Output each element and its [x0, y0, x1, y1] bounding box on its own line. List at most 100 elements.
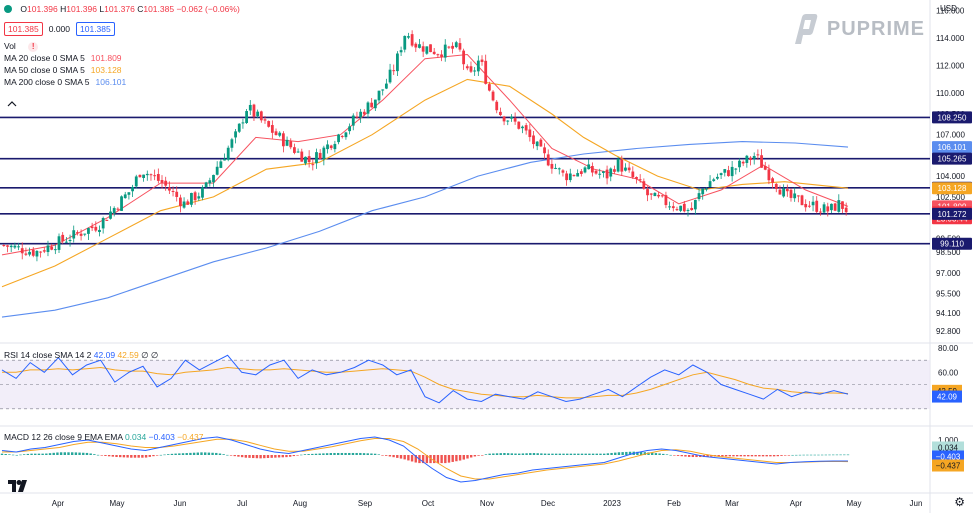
- time-tick-label: Apr: [790, 499, 803, 508]
- macd-hist-bar: [754, 455, 757, 457]
- macd-value-tag-text: 0.034: [938, 444, 959, 453]
- candle-body: [642, 181, 646, 189]
- candle-body: [311, 164, 315, 166]
- settings-gear-icon[interactable]: ⚙: [954, 495, 965, 509]
- macd-hist-bar: [56, 452, 59, 455]
- macd-hist-bar: [551, 453, 554, 455]
- price-tick-label: 98.500: [936, 248, 961, 257]
- candle-body: [605, 169, 609, 179]
- sell-button[interactable]: 101.385: [4, 22, 43, 36]
- macd-hist-bar: [584, 453, 587, 455]
- macd-hist-bar: [178, 453, 181, 455]
- time-tick-label: Apr: [52, 499, 65, 508]
- macd-hist-bar: [580, 453, 584, 455]
- ma50-legend[interactable]: MA 50 close 0 SMA 5 103.128: [4, 64, 126, 76]
- macd-hist-bar: [503, 453, 506, 455]
- macd-hist-bar: [37, 453, 41, 455]
- macd-hist-bar: [240, 455, 244, 458]
- candle-body: [833, 203, 837, 211]
- macd-hist-bar: [122, 455, 126, 458]
- candle-body: [278, 132, 282, 136]
- ma20-label: MA 20 close 0 SMA 5: [4, 53, 85, 63]
- macd-hist-bar: [351, 452, 355, 455]
- collapse-legend-icon[interactable]: [6, 100, 22, 110]
- macd-hist-bar: [144, 455, 148, 458]
- candle-body: [546, 154, 550, 166]
- candle-body: [337, 134, 340, 143]
- macd-hist-bar: [732, 455, 735, 457]
- time-tick-label: Jul: [237, 499, 247, 508]
- macd-hist-bar: [724, 455, 728, 457]
- candle-body: [421, 46, 425, 52]
- candle-body: [532, 135, 535, 145]
- macd-hist-bar: [440, 455, 443, 464]
- macd-hist-bar: [229, 455, 233, 456]
- tradingview-logo[interactable]: [8, 479, 28, 495]
- macd-hist-bar: [285, 455, 288, 458]
- macd-hist-bar: [455, 455, 458, 462]
- macd-hist-bar: [798, 454, 802, 456]
- candle-body: [425, 46, 429, 54]
- macd-hist-bar: [78, 452, 81, 455]
- candle-body: [245, 111, 249, 124]
- macd-hist-bar: [155, 455, 159, 456]
- macd-hist-bar: [263, 455, 266, 459]
- candle-body: [447, 46, 451, 48]
- macd-hist-bar: [270, 455, 273, 458]
- candle-body: [252, 104, 256, 117]
- macd-hist-bar: [421, 455, 425, 464]
- macd-hist-bar: [795, 454, 798, 456]
- macd-hist-bar: [562, 453, 565, 455]
- macd-hist-bar: [521, 453, 525, 455]
- macd-hist-bar: [414, 455, 417, 463]
- rsi-line: [1, 354, 849, 404]
- macd-hist-bar: [355, 452, 358, 455]
- candle-body: [197, 196, 201, 199]
- macd-hist-bar: [292, 455, 296, 457]
- price-label-text: 99.110: [940, 240, 964, 249]
- vol-legend[interactable]: Vol !: [4, 40, 126, 52]
- candle-body: [145, 173, 149, 176]
- ma200-legend[interactable]: MA 200 close 0 SMA 5 106.101: [4, 76, 126, 88]
- candle-body: [388, 69, 392, 83]
- candle-body: [105, 219, 109, 221]
- macd-hist-bar: [336, 452, 340, 455]
- candle-body: [153, 175, 157, 177]
- time-tick-label: Feb: [667, 499, 681, 508]
- macd-hist-bar: [170, 453, 174, 455]
- candle-body: [841, 201, 844, 209]
- macd-hist-bar: [643, 452, 647, 455]
- time-tick-label: Jun: [910, 499, 923, 508]
- candle-body: [657, 194, 660, 197]
- macd-hist-bar: [577, 453, 580, 455]
- candle-body: [800, 195, 804, 206]
- candle-body: [94, 226, 98, 231]
- candle-body: [204, 182, 208, 188]
- open-value: 101.396: [27, 4, 58, 14]
- candle-body: [752, 155, 756, 159]
- macd-hist-bar: [340, 452, 344, 455]
- candle-body: [782, 188, 786, 197]
- symbol-dot-icon[interactable]: [4, 5, 12, 13]
- macd-hist-bar: [126, 455, 129, 458]
- candle-body: [807, 205, 811, 207]
- ma20-legend[interactable]: MA 20 close 0 SMA 5 101.809: [4, 52, 126, 64]
- candle-body: [616, 158, 620, 172]
- buy-button[interactable]: 101.385: [76, 22, 115, 36]
- warning-icon[interactable]: !: [28, 42, 39, 52]
- candle-body: [550, 163, 554, 169]
- macd-hist-bar: [514, 453, 517, 455]
- candle-body: [554, 167, 557, 169]
- candle-body: [436, 54, 440, 56]
- macd-hist-bar: [665, 454, 669, 456]
- macd-hist-bar: [259, 455, 262, 459]
- candle-body: [568, 173, 572, 181]
- candle-body: [31, 249, 35, 256]
- candle-body: [42, 250, 46, 252]
- candle-body: [87, 228, 90, 234]
- candle-body: [693, 199, 697, 210]
- candle-body: [24, 253, 28, 255]
- candle-body: [90, 226, 94, 229]
- macd-hist-bar: [621, 452, 624, 455]
